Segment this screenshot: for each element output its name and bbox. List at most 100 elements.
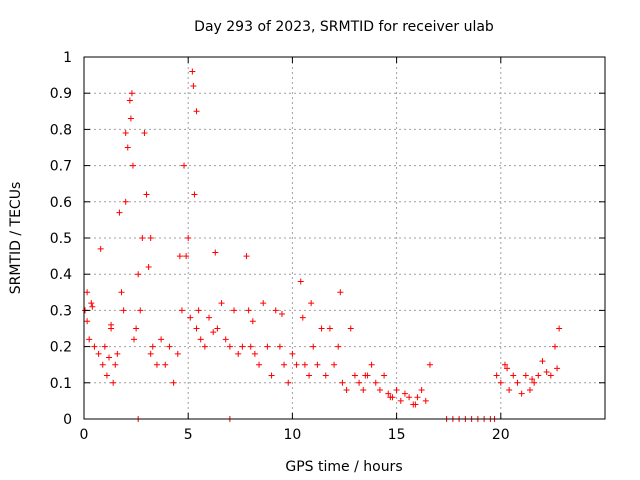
data-point <box>556 325 563 332</box>
data-point <box>95 350 102 357</box>
data-point <box>127 115 134 122</box>
data-point <box>129 162 136 169</box>
data-point <box>189 68 196 75</box>
data-point <box>543 368 550 375</box>
data-point <box>510 372 517 379</box>
data-point <box>181 162 188 169</box>
x-tick-label: 20 <box>492 427 510 443</box>
data-point <box>276 343 283 350</box>
data-point <box>529 376 536 383</box>
data-point <box>547 372 554 379</box>
data-point <box>535 372 542 379</box>
data-point <box>362 372 369 379</box>
y-tick-label: 0 <box>63 412 72 428</box>
data-point <box>145 263 152 270</box>
data-point <box>522 372 529 379</box>
data-point <box>337 289 344 296</box>
data-point <box>193 108 200 115</box>
data-point <box>124 144 131 151</box>
data-point <box>418 387 425 394</box>
data-point <box>247 343 254 350</box>
data-point <box>412 401 419 408</box>
data-point <box>174 350 181 357</box>
data-point <box>301 361 308 368</box>
data-point <box>135 271 142 278</box>
data-point <box>214 325 221 332</box>
data-point <box>381 372 388 379</box>
data-point <box>110 379 117 386</box>
data-point <box>147 235 154 241</box>
data-point <box>376 387 383 394</box>
data-point <box>206 314 213 321</box>
data-point <box>183 253 190 260</box>
data-point <box>281 361 288 368</box>
data-point <box>86 336 93 343</box>
data-point <box>285 379 292 386</box>
data-point <box>372 379 379 386</box>
data-point <box>137 307 144 314</box>
data-point <box>131 336 138 343</box>
data-point <box>226 343 233 350</box>
data-point <box>170 379 177 386</box>
data-point <box>310 343 317 350</box>
y-tick-label: 0.7 <box>50 159 72 175</box>
data-point <box>539 358 546 365</box>
data-point <box>176 253 183 260</box>
x-tick-label: 10 <box>283 427 301 443</box>
data-point <box>347 325 354 332</box>
data-point <box>299 314 306 321</box>
data-point <box>554 365 561 372</box>
data-point <box>493 372 500 379</box>
data-point <box>551 343 558 350</box>
y-tick-label: 0.2 <box>50 340 72 356</box>
data-point <box>256 361 263 368</box>
grid-lines <box>84 57 605 419</box>
y-tick-label: 0.5 <box>50 231 72 247</box>
data-point <box>293 361 300 368</box>
data-point <box>222 336 229 343</box>
data-point <box>218 300 225 307</box>
y-tick-label: 0.3 <box>50 303 72 319</box>
data-point <box>356 379 363 386</box>
data-point <box>201 343 208 350</box>
data-point <box>339 379 346 386</box>
axis-ticks: 0 5 10 15 20 0 0.1 0.2 0.3 0.4 0.5 0.6 0.7 0.8 0.9 1 <box>50 50 605 443</box>
data-point <box>318 325 325 332</box>
data-point <box>139 235 146 241</box>
data-point <box>335 343 342 350</box>
data-point <box>393 387 400 394</box>
data-point <box>210 329 217 336</box>
data-point <box>231 307 238 314</box>
data-point <box>385 390 392 397</box>
data-point <box>397 397 404 404</box>
data-point <box>197 336 204 343</box>
data-point <box>120 307 127 314</box>
data-point <box>193 325 200 332</box>
data-point <box>331 361 338 368</box>
y-tick-label: 1 <box>63 50 72 66</box>
data-point <box>526 387 533 394</box>
data-point <box>297 278 304 285</box>
y-tick-label: 0.1 <box>50 376 72 392</box>
data-point <box>518 390 525 397</box>
chart-title: Day 293 of 2023, SRMTID for receiver ula… <box>194 19 494 35</box>
data-point <box>314 361 321 368</box>
data-point <box>158 336 165 343</box>
y-tick-label: 0.9 <box>50 86 72 102</box>
data-point <box>260 300 267 307</box>
data-point <box>368 361 375 368</box>
data-point <box>387 394 394 401</box>
data-point <box>422 397 429 404</box>
data-point <box>122 130 129 137</box>
data-point <box>272 307 279 314</box>
data-point <box>122 198 129 205</box>
data-point <box>268 372 275 379</box>
data-point <box>114 350 121 357</box>
data-point <box>108 321 115 328</box>
data-point <box>501 361 508 368</box>
data-point <box>99 361 106 368</box>
data-point <box>88 300 95 307</box>
data-point <box>84 318 91 325</box>
data-point <box>149 343 156 350</box>
